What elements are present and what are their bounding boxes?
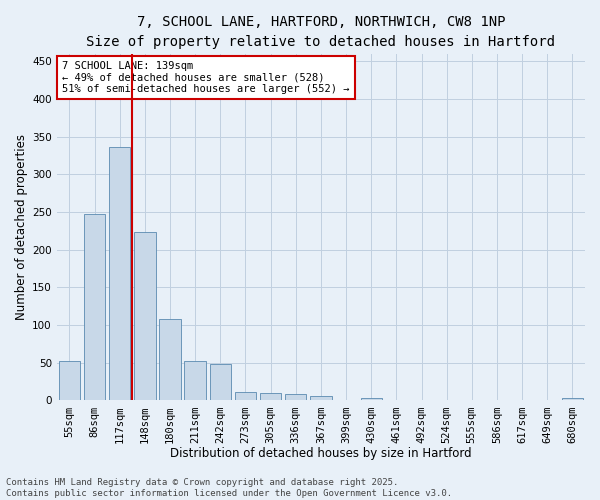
- Text: Contains HM Land Registry data © Crown copyright and database right 2025.
Contai: Contains HM Land Registry data © Crown c…: [6, 478, 452, 498]
- Bar: [159, 319, 181, 400]
- Bar: [84, 214, 105, 400]
- Bar: [260, 393, 281, 400]
- Y-axis label: Number of detached properties: Number of detached properties: [15, 134, 28, 320]
- Bar: [134, 232, 155, 400]
- X-axis label: Distribution of detached houses by size in Hartford: Distribution of detached houses by size …: [170, 447, 472, 460]
- Bar: [184, 360, 206, 401]
- Bar: [59, 360, 80, 401]
- Bar: [285, 394, 307, 400]
- Bar: [235, 392, 256, 400]
- Bar: [562, 398, 583, 400]
- Bar: [361, 398, 382, 400]
- Bar: [109, 146, 130, 400]
- Bar: [209, 364, 231, 401]
- Bar: [310, 396, 332, 400]
- Text: 7 SCHOOL LANE: 139sqm
← 49% of detached houses are smaller (528)
51% of semi-det: 7 SCHOOL LANE: 139sqm ← 49% of detached …: [62, 61, 350, 94]
- Title: 7, SCHOOL LANE, HARTFORD, NORTHWICH, CW8 1NP
Size of property relative to detach: 7, SCHOOL LANE, HARTFORD, NORTHWICH, CW8…: [86, 15, 556, 48]
